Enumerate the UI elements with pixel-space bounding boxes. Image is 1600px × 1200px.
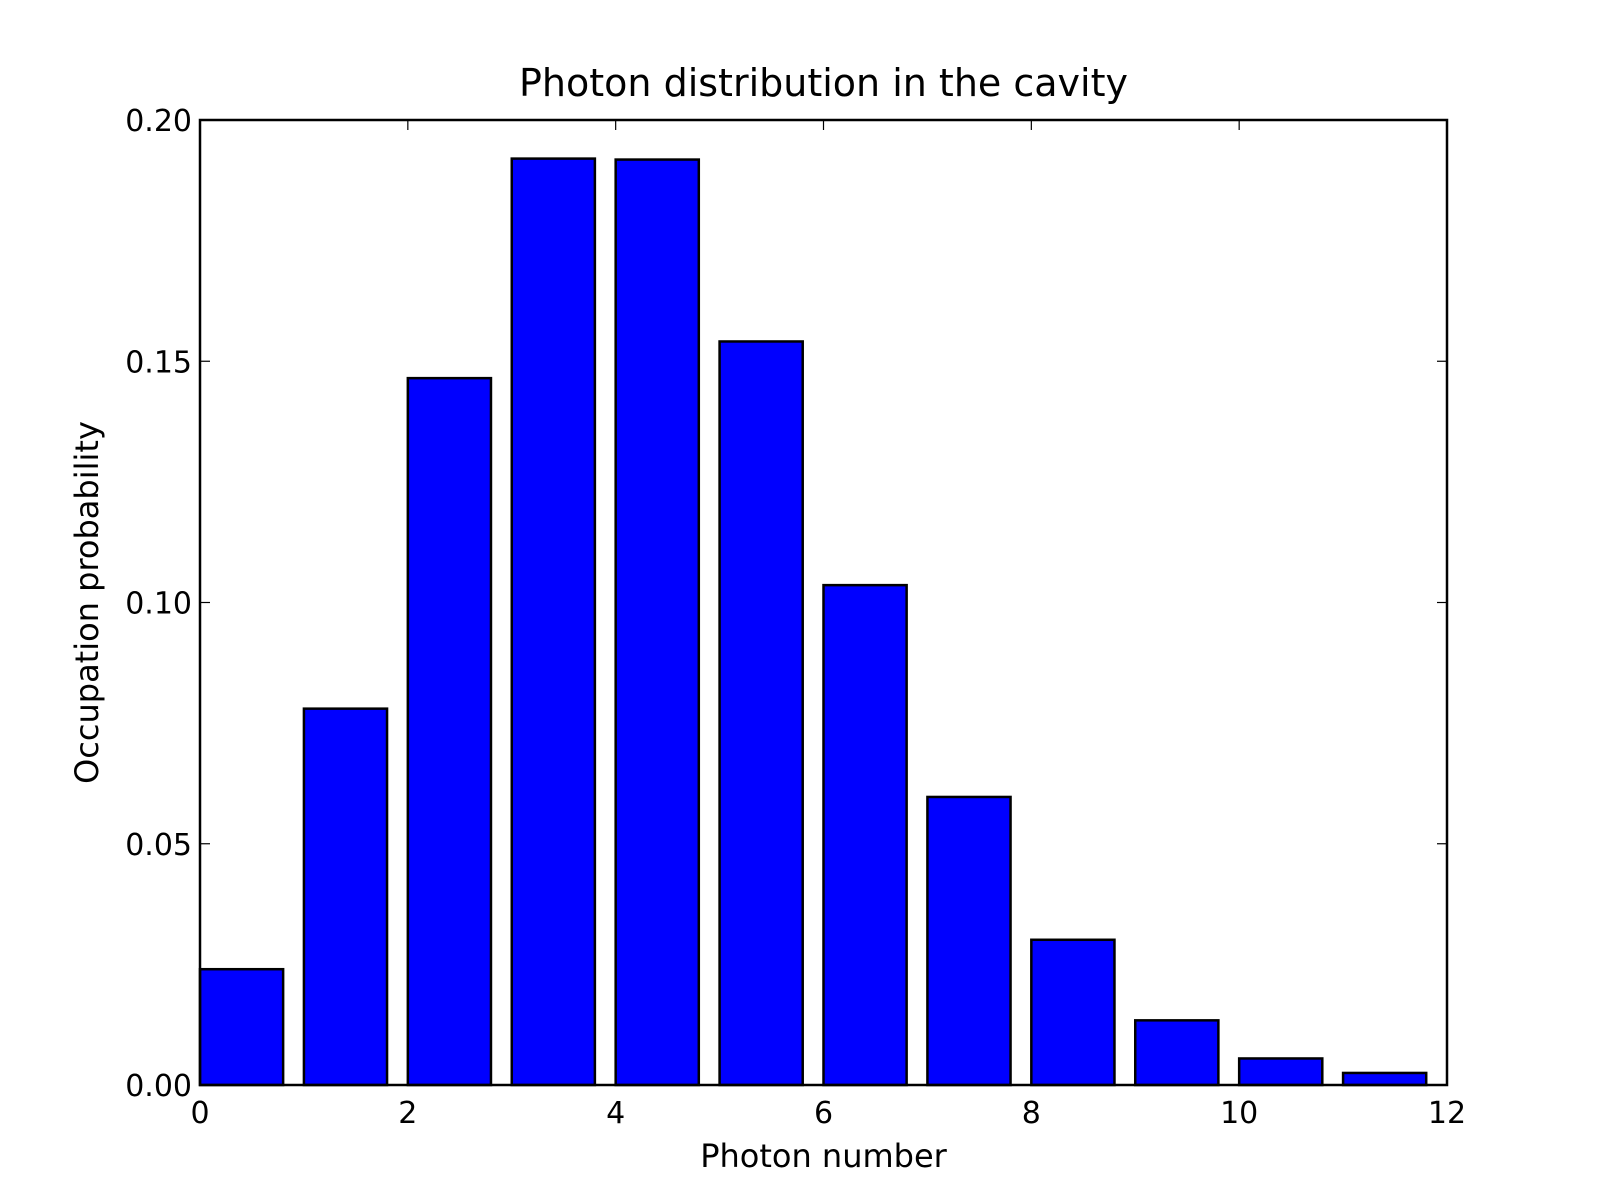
- x-tick-label: 12: [1428, 1096, 1466, 1131]
- x-tick-label: 2: [398, 1096, 417, 1131]
- y-tick-labels: 0.00 0.05 0.10 0.15 0.20: [125, 104, 192, 1104]
- bar-6: [822, 583, 908, 1087]
- y-tick-label: 0.20: [125, 104, 192, 139]
- bar-0: [198, 967, 285, 1087]
- y-tick-label: 0.10: [125, 587, 192, 622]
- bar-8: [1030, 938, 1116, 1087]
- bar-9: [1134, 1019, 1220, 1087]
- y-tick-label: 0.05: [125, 828, 192, 863]
- x-tick-label: 4: [606, 1096, 625, 1131]
- y-tick-label: 0.15: [125, 345, 192, 380]
- x-tick-label: 6: [814, 1096, 833, 1131]
- bar-4: [614, 158, 701, 1087]
- bar-7: [926, 795, 1012, 1087]
- chart-title: Photon distribution in the cavity: [519, 61, 1128, 105]
- x-tick-labels: 0 2 4 6 8 10 12: [190, 1096, 1466, 1131]
- bars: [198, 157, 1428, 1087]
- bar-11: [1341, 1071, 1428, 1087]
- bar-1: [302, 707, 389, 1087]
- bar-3: [510, 157, 597, 1087]
- bar-5: [718, 340, 804, 1087]
- x-axis-label: Photon number: [700, 1137, 947, 1175]
- y-tick-label: 0.00: [125, 1069, 192, 1104]
- y-axis-label: Occupation probability: [68, 421, 106, 784]
- plot-frame: [198, 118, 1449, 1087]
- x-tick-label: 0: [190, 1096, 209, 1131]
- x-tick-label: 10: [1220, 1096, 1258, 1131]
- bar-10: [1237, 1057, 1324, 1087]
- bar-2: [406, 376, 493, 1087]
- x-tick-label: 8: [1022, 1096, 1041, 1131]
